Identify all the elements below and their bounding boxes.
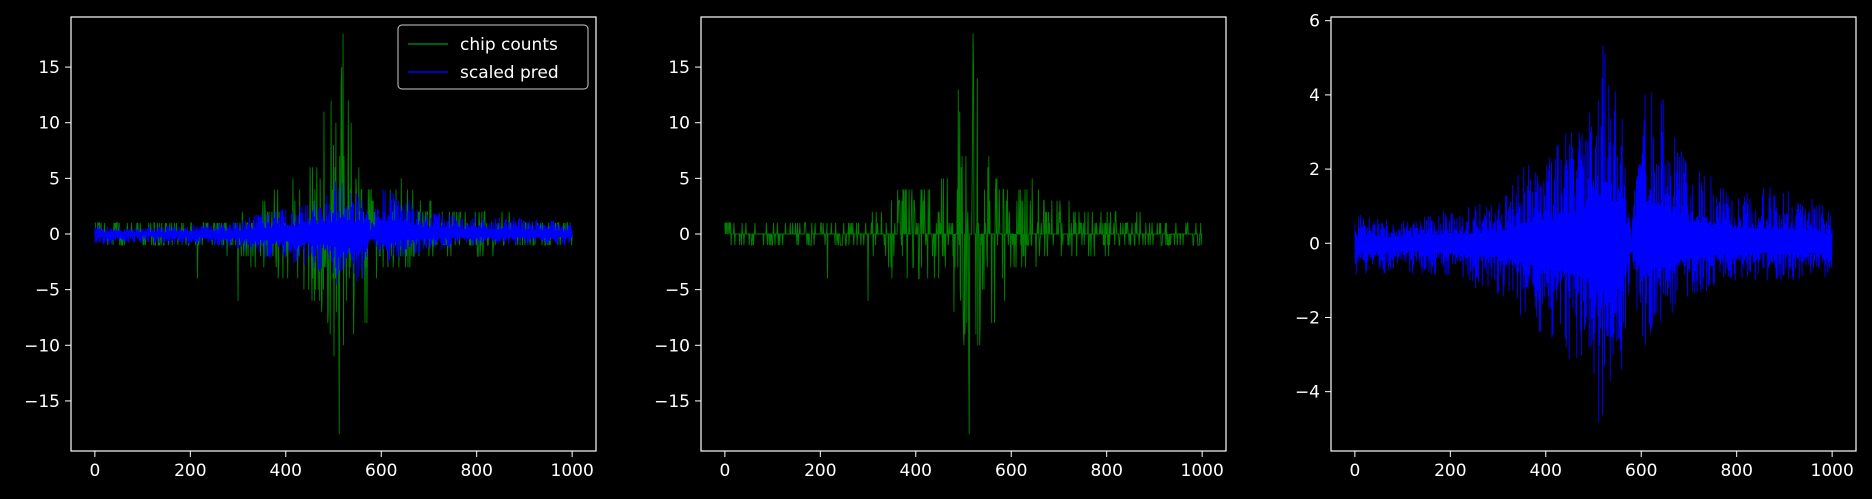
x-tick-label: 400 <box>270 461 302 481</box>
x-tick-label: 0 <box>719 461 730 481</box>
series-line-1 <box>1354 45 1833 423</box>
y-tick-label: 10 <box>38 114 60 134</box>
y-tick-label: 2 <box>1309 160 1320 180</box>
x-tick-label: 400 <box>1530 461 1562 481</box>
legend-box <box>397 24 589 90</box>
y-tick-label: 10 <box>668 114 690 134</box>
x-tick-label: 400 <box>900 461 932 481</box>
y-tick-label: −5 <box>665 281 690 301</box>
y-tick-label: 6 <box>1309 12 1320 32</box>
x-tick-label: 800 <box>1090 461 1122 481</box>
y-tick-label: 0 <box>1309 234 1320 254</box>
y-tick-label: −2 <box>1295 308 1320 328</box>
y-tick-label: 15 <box>668 58 690 78</box>
legend-entry-label: scaled pred <box>460 63 559 83</box>
y-tick-label: −4 <box>1295 383 1320 403</box>
series-line-1 <box>94 33 573 435</box>
y-tick-label: −15 <box>654 392 690 412</box>
y-tick-label: −10 <box>24 336 60 356</box>
x-tick-label: 200 <box>174 461 206 481</box>
y-tick-label: 0 <box>49 225 60 245</box>
x-tick-label: 800 <box>460 461 492 481</box>
legend-entry-label: chip counts <box>460 35 558 55</box>
x-tick-label: 600 <box>995 461 1027 481</box>
x-tick-label: 1000 <box>551 461 594 481</box>
axes-frame <box>1330 16 1857 452</box>
y-tick-label: 15 <box>38 58 60 78</box>
x-tick-label: 0 <box>89 461 100 481</box>
y-tick-label: −10 <box>654 336 690 356</box>
series-line-1 <box>724 33 1203 435</box>
x-tick-label: 0 <box>1349 461 1360 481</box>
y-tick-label: −15 <box>24 392 60 412</box>
y-tick-label: −5 <box>35 281 60 301</box>
panel-2-chip-counts: 0 200 400 600 800 1000 −15 −10 −5 0 5 10 15 <box>654 16 1227 481</box>
panel-1-counts-and-pred: 0 200 400 600 800 1000 −15 −10 −5 0 5 10 15 chip coun… <box>24 16 597 481</box>
x-tick-label: 800 <box>1720 461 1752 481</box>
x-tick-label: 600 <box>365 461 397 481</box>
x-tick-label: 1000 <box>1181 461 1224 481</box>
series-line-2 <box>94 181 573 285</box>
y-tick-label: 4 <box>1309 86 1320 106</box>
x-tick-label: 200 <box>1434 461 1466 481</box>
y-tick-label: 5 <box>679 169 690 189</box>
y-tick-label: 0 <box>679 225 690 245</box>
legend: chip counts scaled pred <box>397 24 589 90</box>
y-tick-label: 5 <box>49 169 60 189</box>
x-tick-label: 200 <box>804 461 836 481</box>
x-tick-label: 600 <box>1625 461 1657 481</box>
panel-3-scaled-pred: 0 200 400 600 800 1000 −4 −2 0 2 4 6 <box>1295 12 1857 481</box>
x-tick-label: 1000 <box>1811 461 1854 481</box>
